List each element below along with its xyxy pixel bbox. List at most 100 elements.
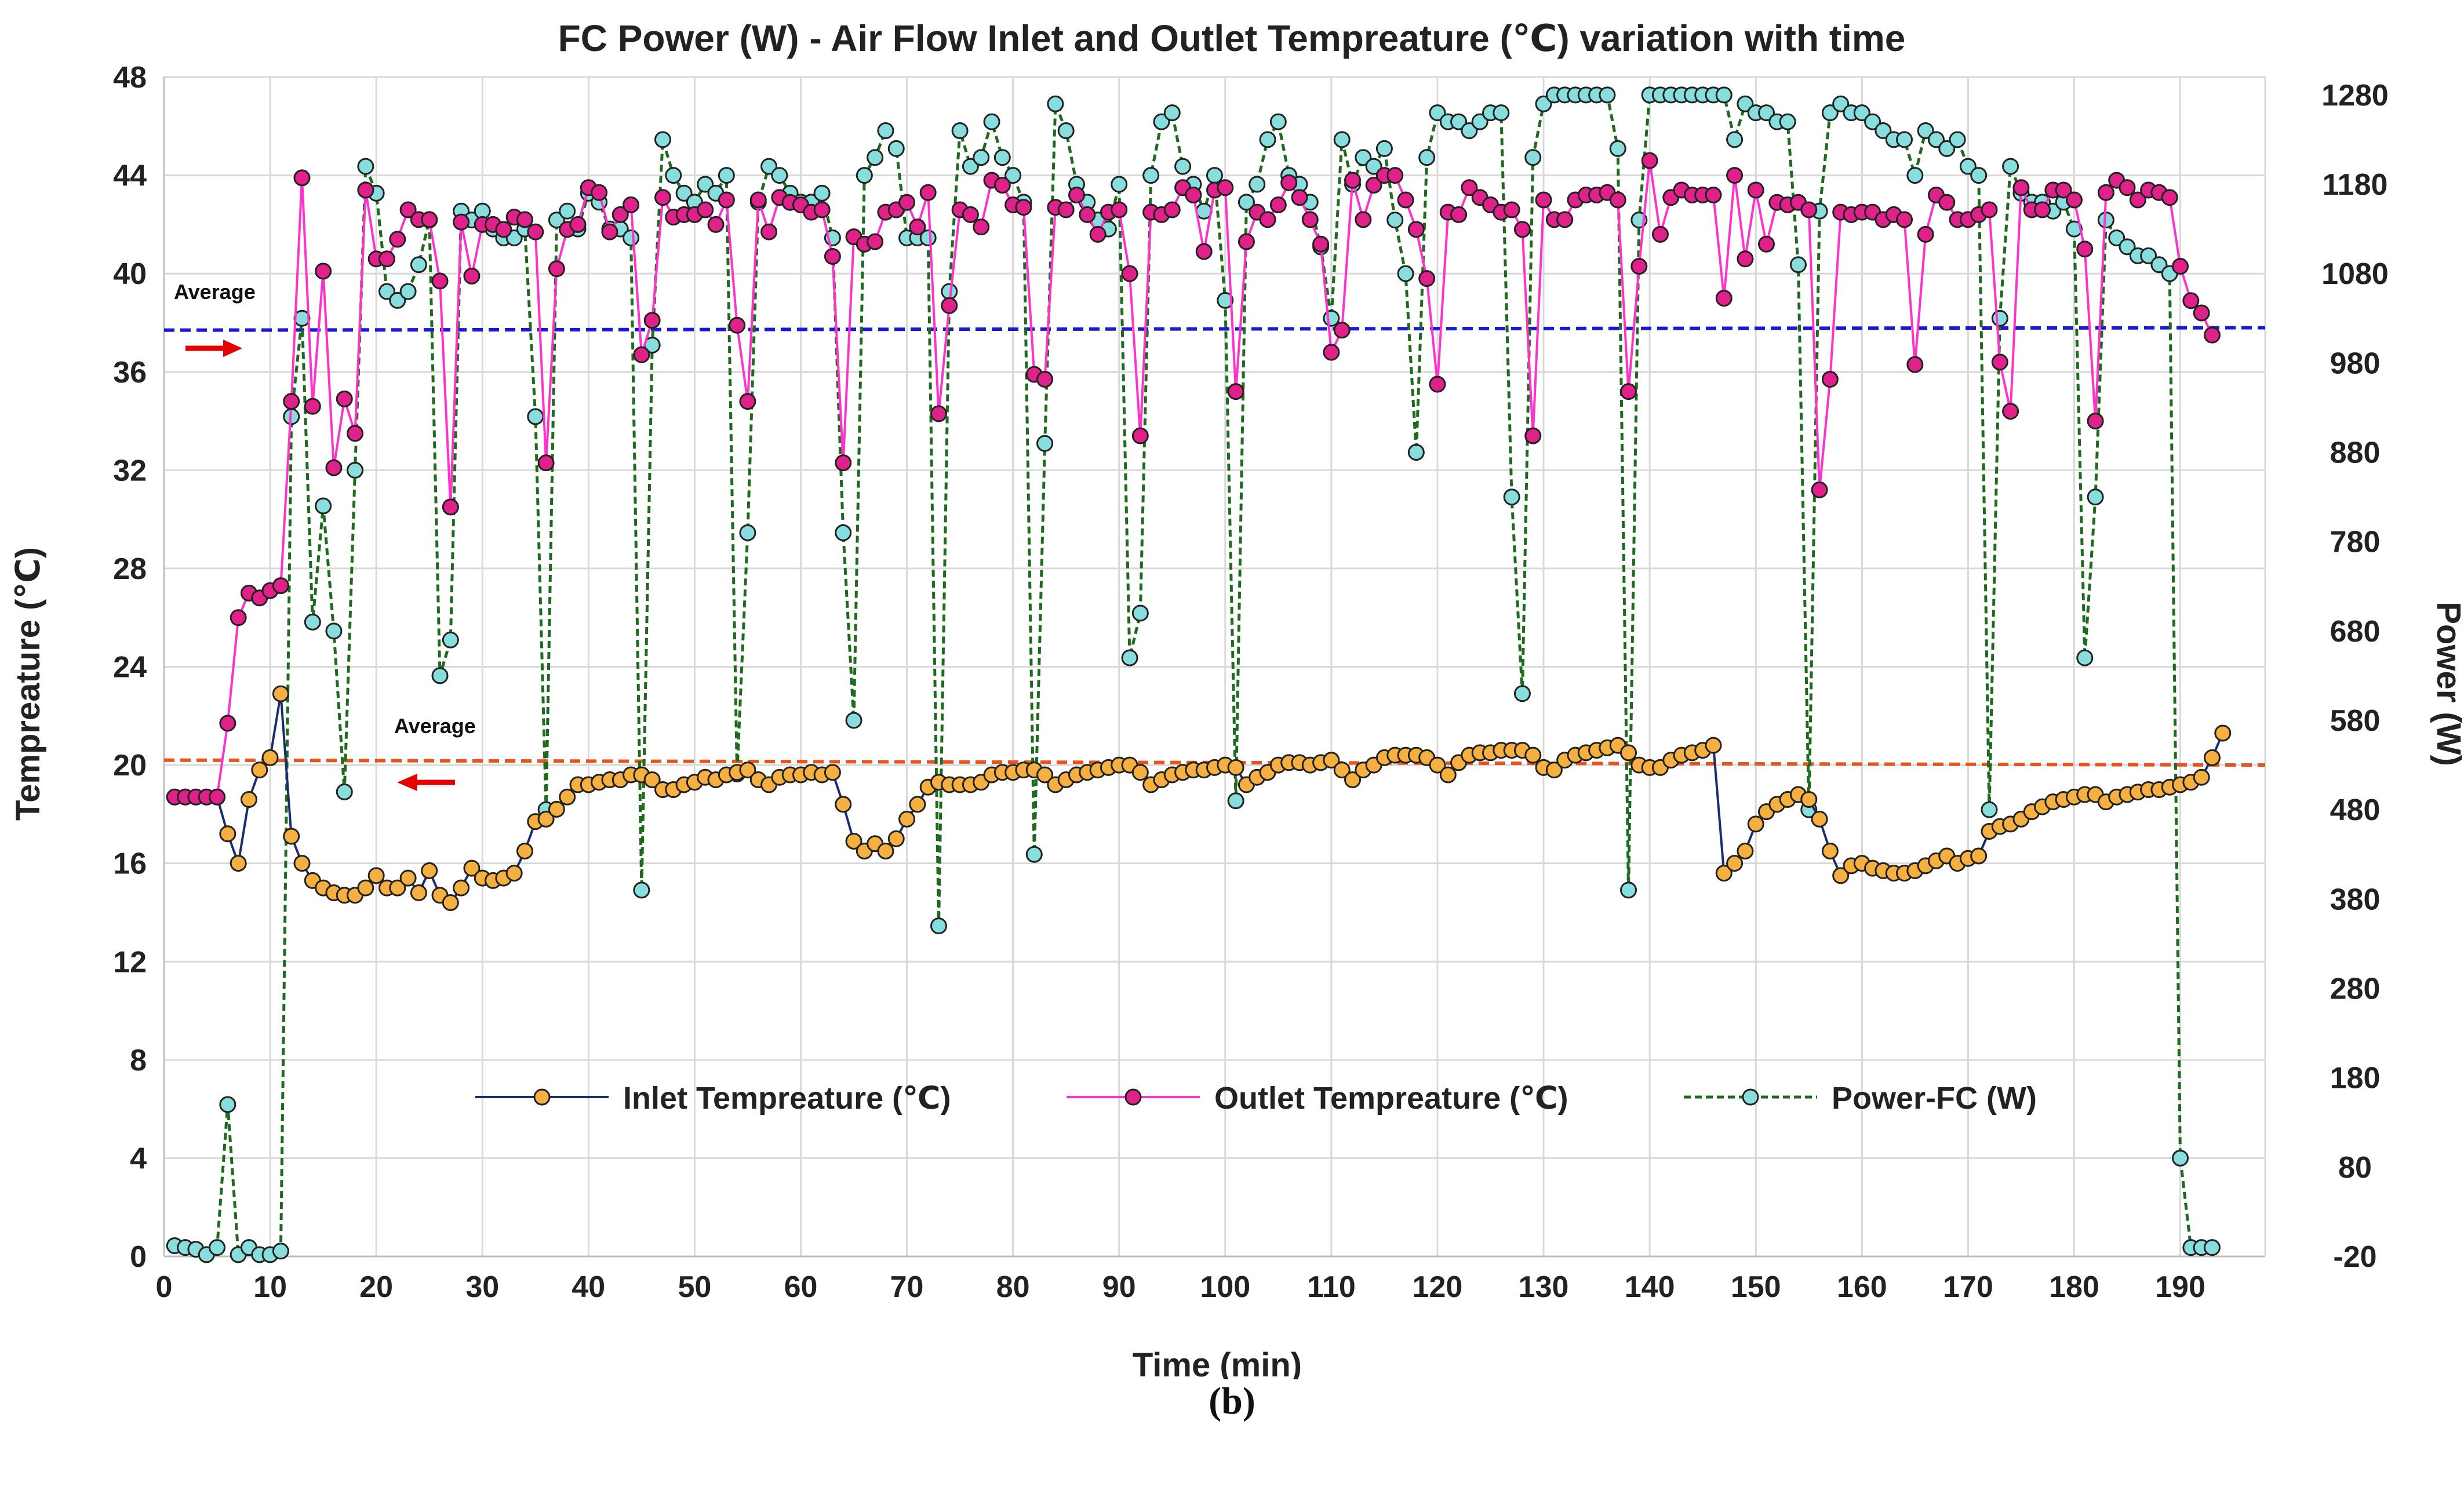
data-point-outlet [569, 216, 587, 233]
data-point-inlet [1705, 737, 1722, 754]
data-point-outlet [1513, 221, 1531, 238]
legend-marker [533, 1088, 551, 1106]
data-point-inlet [909, 796, 926, 813]
data-point-outlet [1630, 257, 1648, 275]
data-point-outlet [527, 223, 544, 241]
x-tick-label: 40 [572, 1270, 605, 1304]
data-point-outlet [1737, 250, 1754, 268]
data-point-outlet [537, 454, 555, 472]
data-point-outlet [431, 272, 449, 290]
data-point-outlet [2119, 179, 2136, 196]
data-point-outlet [962, 206, 979, 223]
data-point-outlet [1747, 181, 1764, 199]
y2-tick-label: 1280 [2321, 79, 2389, 112]
data-point-outlet [1981, 201, 1998, 218]
data-point-power [877, 122, 894, 139]
data-point-power [1513, 685, 1531, 702]
data-point-outlet [919, 184, 937, 201]
data-point-outlet [654, 189, 671, 206]
data-point-outlet [1620, 383, 1637, 400]
data-point-outlet [1280, 174, 1298, 191]
data-point-power [1821, 104, 1839, 122]
y2-tick-label: 480 [2330, 793, 2381, 827]
data-point-outlet [548, 260, 565, 278]
data-point-inlet [1545, 762, 1563, 779]
data-point-power [389, 292, 406, 309]
data-point-power [1524, 149, 1542, 166]
data-point-power [325, 622, 343, 640]
data-point-outlet [739, 393, 756, 410]
data-point-outlet [1227, 383, 1244, 400]
data-point-outlet [749, 191, 767, 209]
data-point-power [1407, 444, 1425, 461]
data-point-inlet [516, 842, 533, 859]
data-point-power [1131, 604, 1149, 622]
data-point-inlet [559, 788, 576, 806]
data-point-power [1429, 104, 1446, 122]
data-point-inlet [824, 764, 841, 781]
data-point-outlet [1715, 290, 1733, 307]
data-point-outlet [1036, 370, 1054, 388]
axes [163, 77, 2266, 1258]
legend-marker [1742, 1088, 1759, 1106]
data-point-outlet [304, 398, 321, 415]
x-tick-label: 180 [2049, 1270, 2099, 1304]
data-point-outlet [612, 206, 629, 223]
data-point-power [1111, 176, 1128, 193]
data-point-outlet [973, 218, 990, 236]
data-point-outlet [357, 181, 374, 199]
data-point-power [410, 256, 427, 274]
data-point-power [1981, 801, 1998, 818]
average-line-inlet [163, 758, 2266, 767]
data-point-outlet [1917, 225, 1934, 243]
data-point-inlet [1333, 762, 1351, 779]
y2-tick-label: -20 [2333, 1240, 2376, 1274]
data-point-power [739, 524, 756, 541]
data-point-power [559, 202, 576, 220]
data-point-power [2076, 649, 2094, 666]
x-tick-label: 60 [784, 1270, 818, 1304]
legend: Inlet Tempreature (℃) Outlet Tempreature … [475, 1081, 2037, 1116]
legend-label: Power-FC (W) [1832, 1081, 2037, 1116]
data-point-inlet [389, 879, 406, 897]
arrow-left-icon [397, 774, 417, 791]
data-point-outlet [1185, 187, 1202, 203]
legend-item-outlet: Outlet Tempreature (℃) [1067, 1081, 1568, 1116]
data-point-power [1269, 113, 1287, 130]
data-point-outlet [495, 221, 512, 238]
data-point-power [2108, 229, 2125, 246]
x-tick-label: 90 [1102, 1270, 1136, 1304]
data-point-outlet [1291, 189, 1308, 206]
data-point-outlet [1323, 344, 1340, 361]
data-point-power [1057, 122, 1075, 139]
data-point-outlet [1068, 187, 1085, 203]
data-point-outlet [2203, 326, 2221, 344]
x-tick-label: 70 [890, 1270, 924, 1304]
x-tick-label: 100 [1200, 1270, 1250, 1304]
data-point-inlet [1800, 790, 1818, 808]
data-point-power [835, 524, 852, 541]
data-point-inlet [251, 762, 268, 779]
data-point-outlet [1365, 177, 1382, 194]
data-point-outlet [1758, 235, 1775, 253]
data-point-inlet [1747, 815, 1764, 833]
y2-tick-label: 980 [2330, 347, 2381, 380]
grid [164, 76, 2265, 1258]
y2-tick-label: 180 [2330, 1062, 2381, 1095]
y-tick-label: 8 [130, 1044, 147, 1077]
data-point-inlet [739, 762, 756, 779]
x-tick-label: 110 [1307, 1270, 1356, 1304]
data-point-power [219, 1096, 236, 1113]
chart: 0 10 20 30 40 50 60 70 80 90 100 110 120 130 140 150 160… [9, 17, 2464, 1379]
data-point-inlet [219, 825, 236, 843]
y2-tick-label: 380 [2330, 883, 2381, 916]
data-point-inlet [1726, 855, 1744, 872]
data-point-power [1789, 256, 1807, 274]
data-point-power [1503, 489, 1520, 506]
data-point-inlet [1620, 744, 1637, 762]
data-point-outlet [643, 312, 661, 329]
average-line-outlet [163, 326, 2266, 332]
data-point-power [1217, 292, 1234, 309]
y-tick-label: 12 [113, 945, 147, 979]
data-point-power [1832, 95, 1850, 112]
